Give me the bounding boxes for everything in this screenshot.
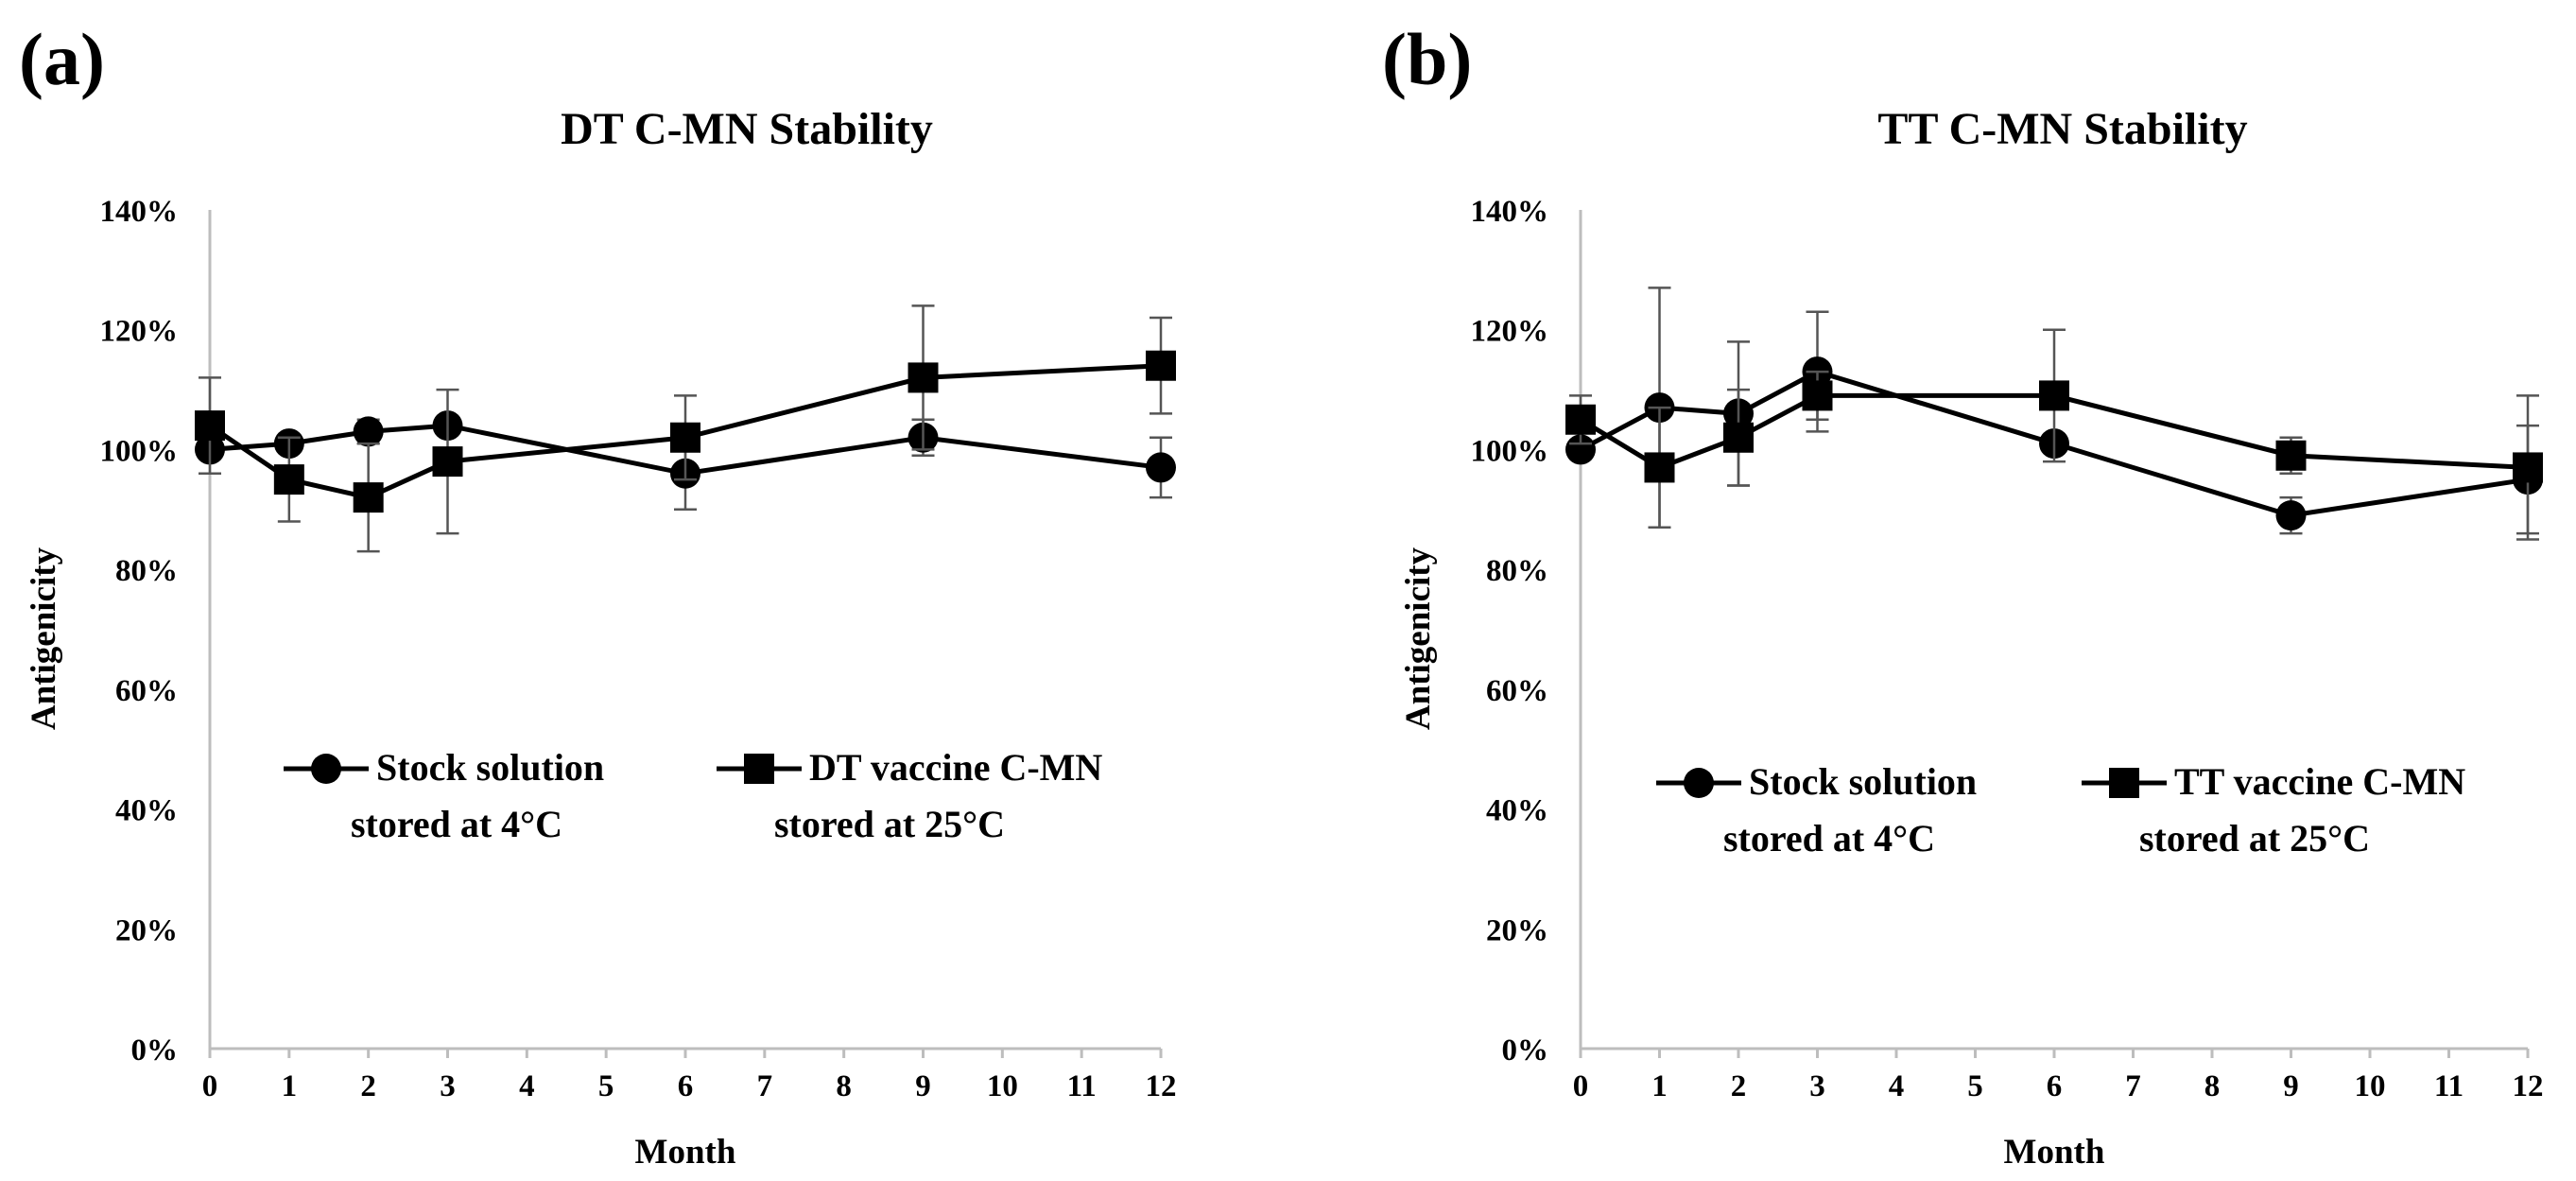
panel-label: (a) — [19, 18, 105, 100]
data-point — [353, 416, 384, 447]
legend-marker — [1684, 768, 1714, 798]
x-tick-label: 10 — [987, 1069, 1018, 1103]
data-point — [908, 362, 939, 393]
x-tick-label: 4 — [519, 1069, 535, 1103]
chart-title: DT C-MN Stability — [561, 104, 933, 154]
data-point — [670, 422, 700, 453]
chart-b-svg: TT C-MN Stability 0% 20% 40% 60% 80% 100% 120% 1… — [1399, 104, 2544, 1172]
y-tick-label: 120% — [100, 315, 179, 349]
x-tick-label: 9 — [915, 1069, 931, 1103]
x-tick-label: 0 — [202, 1069, 218, 1103]
y-tick-label: 60% — [1486, 674, 1548, 708]
x-tick-label: 3 — [1809, 1069, 1825, 1103]
x-tick-label: 12 — [1146, 1069, 1177, 1103]
series-2 — [195, 304, 1176, 553]
x-tick-label: 1 — [1651, 1069, 1668, 1103]
panel-label: (b) — [1382, 18, 1473, 100]
y-tick-label: 80% — [115, 554, 178, 588]
chart-a-svg: DT C-MN Stability 0% 20% 40% 60% 80% 100% 120% 1… — [25, 104, 1177, 1172]
x-tick-label: 8 — [2204, 1069, 2221, 1103]
x-tick-label: 7 — [2125, 1069, 2141, 1103]
x-tick-label: 4 — [1889, 1069, 1905, 1103]
data-point — [1146, 350, 1176, 381]
legend-label: stored at 25°C — [774, 803, 1005, 845]
x-axis-label: Month — [635, 1133, 736, 1172]
legend-marker — [311, 754, 341, 784]
chart-panel-a: (a) DT C-MN Stability 0% 20% 40% 60% 80% 100% 1… — [19, 18, 1177, 1172]
y-tick-label: 40% — [115, 794, 178, 828]
chart-title: TT C-MN Stability — [1877, 104, 2247, 154]
x-tick-label: 6 — [678, 1069, 694, 1103]
y-tick-label: 120% — [1471, 315, 1549, 349]
y-tick-label: 60% — [115, 674, 178, 708]
data-point — [1565, 404, 1596, 435]
y-tick-label: 40% — [1486, 794, 1548, 828]
data-point — [273, 464, 304, 495]
x-tick-label: 10 — [2355, 1069, 2386, 1103]
x-tick-label: 7 — [757, 1069, 773, 1103]
y-tick-label: 100% — [100, 434, 179, 468]
data-point — [2275, 440, 2307, 471]
data-point — [353, 482, 384, 513]
data-point — [1644, 452, 1675, 483]
x-tick-label: 2 — [360, 1069, 376, 1103]
legend-label: Stock solution — [1749, 760, 1977, 803]
y-axis-label: Antigenicity — [1399, 547, 1438, 730]
y-tick-label: 100% — [1471, 434, 1549, 468]
data-point — [1723, 422, 1754, 453]
y-tick-label: 0% — [131, 1033, 179, 1068]
x-tick-label: 2 — [1731, 1069, 1747, 1103]
data-point — [2039, 380, 2069, 411]
y-tick-label: 140% — [100, 195, 179, 229]
data-point — [1565, 434, 1596, 465]
series-2 — [1565, 328, 2543, 541]
x-tick-label: 8 — [836, 1069, 852, 1103]
data-point — [195, 410, 225, 442]
x-tick-label: 11 — [2434, 1069, 2464, 1103]
x-tick-label: 0 — [1573, 1069, 1589, 1103]
legend-marker — [744, 754, 774, 784]
x-tick-label: 5 — [598, 1069, 614, 1103]
legend-label: stored at 4°C — [351, 803, 562, 845]
x-tick-label: 12 — [2513, 1069, 2544, 1103]
data-point — [432, 446, 463, 478]
y-tick-label: 20% — [1486, 913, 1548, 947]
y-tick-label: 20% — [115, 913, 178, 947]
y-axis-label: Antigenicity — [25, 547, 63, 730]
x-tick-label: 11 — [1067, 1069, 1097, 1103]
data-point — [2513, 452, 2543, 483]
x-tick-label: 6 — [2047, 1069, 2063, 1103]
legend-label: stored at 4°C — [1723, 817, 1935, 860]
x-tick-label: 5 — [1967, 1069, 1983, 1103]
legend-label: TT vaccine C-MN — [2174, 760, 2465, 803]
x-tick-label: 3 — [440, 1069, 456, 1103]
x-tick-label: 1 — [282, 1069, 298, 1103]
legend-label: stored at 25°C — [2139, 817, 2370, 860]
chart-panel-b: (b) TT C-MN Stability 0% 20% 40% 60% 80% 100% 1… — [1288, 0, 2575, 1181]
y-tick-label: 140% — [1471, 195, 1549, 229]
x-axis-label: Month — [2004, 1133, 2105, 1172]
y-tick-label: 0% — [1502, 1033, 1549, 1068]
legend-label: Stock solution — [376, 746, 604, 789]
data-point — [2275, 500, 2307, 531]
legend-marker — [2109, 768, 2139, 798]
legend-label: DT vaccine C-MN — [809, 746, 1102, 789]
y-tick-label: 80% — [1486, 554, 1548, 588]
x-tick-label: 9 — [2283, 1069, 2299, 1103]
data-point — [1146, 452, 1176, 483]
data-point — [1802, 380, 1833, 411]
